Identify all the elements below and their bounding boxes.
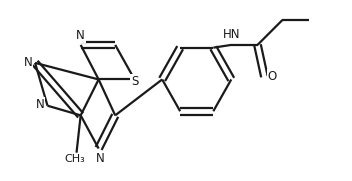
Text: N: N xyxy=(76,29,85,42)
Text: S: S xyxy=(131,75,138,88)
Text: N: N xyxy=(36,98,44,111)
Text: N: N xyxy=(96,152,105,165)
Text: CH₃: CH₃ xyxy=(65,154,86,164)
Text: O: O xyxy=(268,70,277,83)
Text: N: N xyxy=(24,56,32,69)
Text: HN: HN xyxy=(222,28,240,41)
